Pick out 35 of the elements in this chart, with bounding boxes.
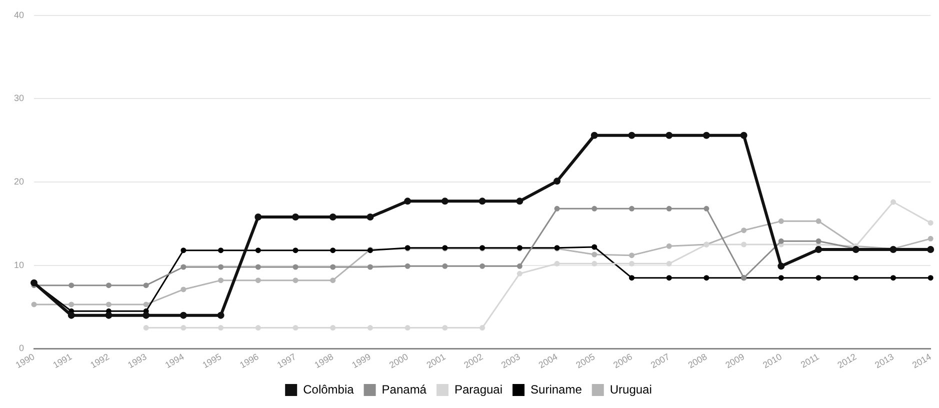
- x-tick-label: 1997: [275, 352, 298, 370]
- y-tick-label: 20: [14, 176, 24, 186]
- x-tick-label: 1993: [126, 352, 148, 370]
- x-tick-label: 1994: [163, 352, 186, 370]
- legend-label: Suriname: [530, 382, 582, 396]
- legend-label: Paraguai: [454, 382, 503, 396]
- x-tick-label: 1995: [200, 352, 224, 370]
- x-tick-label: 2004: [536, 352, 560, 370]
- x-tick-label: 2001: [424, 352, 448, 370]
- x-tick-label: 2006: [612, 352, 634, 370]
- x-tick-label: 2010: [761, 352, 784, 370]
- x-tick-label: 2013: [873, 352, 896, 370]
- y-tick-label: 10: [14, 260, 24, 270]
- x-tick-label: 1992: [88, 352, 111, 370]
- legend-label: Uruguai: [610, 382, 652, 396]
- x-tick-label: 1998: [312, 352, 336, 370]
- x-tick-label: 2012: [836, 352, 858, 370]
- legend-label: Colômbia: [303, 382, 354, 396]
- x-tick-label: 2000: [387, 352, 410, 370]
- x-tick-label: 2009: [724, 352, 746, 370]
- y-tick-label: 30: [14, 93, 24, 104]
- x-tick-label: 2007: [648, 352, 672, 370]
- y-tick-label: 40: [14, 10, 24, 20]
- x-tick-label: 1990: [14, 352, 36, 370]
- x-tick-label: 2008: [686, 352, 709, 370]
- x-tick-label: 2011: [799, 352, 821, 370]
- x-tick-label: 1999: [350, 352, 372, 370]
- x-tick-label: 2005: [574, 352, 597, 370]
- x-tick-label: 1996: [238, 352, 260, 370]
- x-tick-label: 2014: [910, 352, 933, 370]
- y-tick-label: 0: [18, 343, 24, 354]
- x-tick-label: 2003: [500, 352, 522, 370]
- x-tick-label: 2002: [462, 352, 485, 370]
- legend-label: Panamá: [382, 382, 427, 396]
- x-tick-label: 1991: [51, 352, 74, 370]
